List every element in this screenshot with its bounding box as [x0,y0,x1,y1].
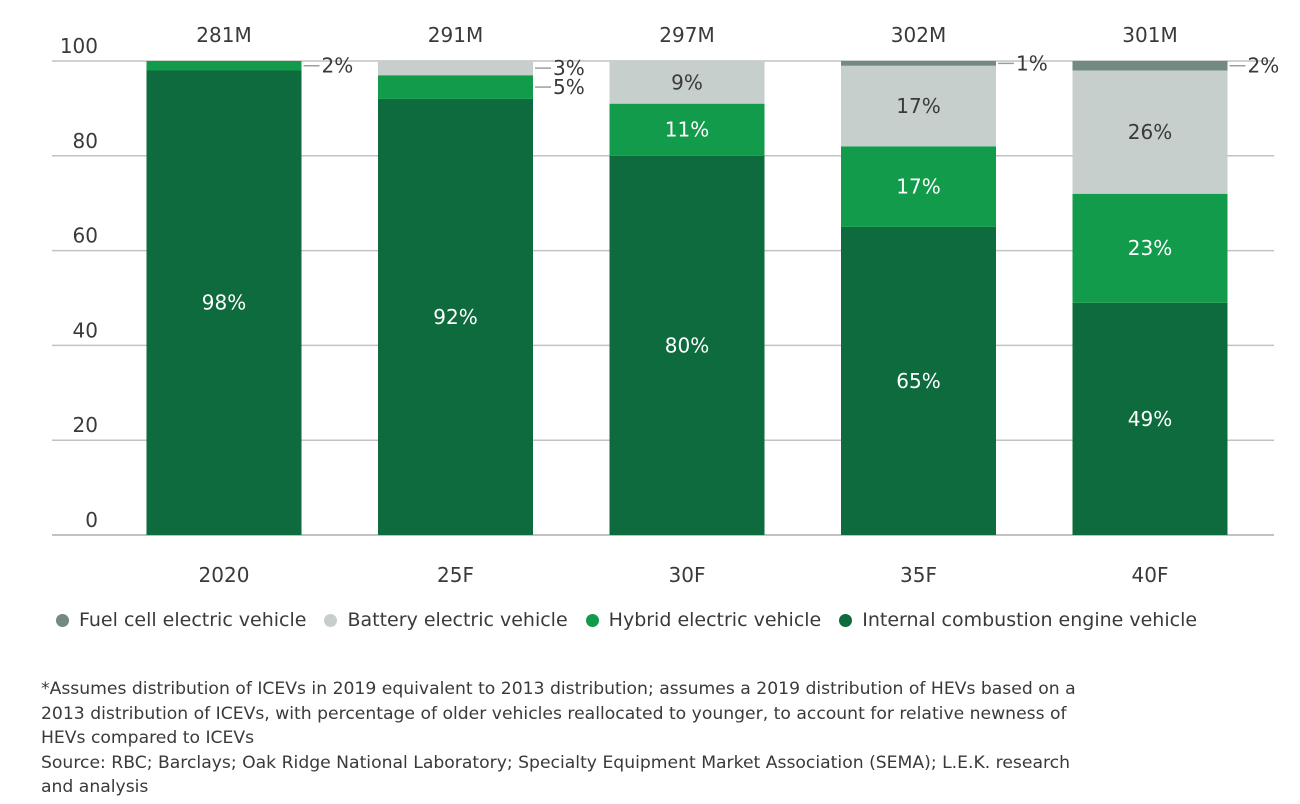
source-line: and analysis [41,777,149,798]
legend-swatch-bev [324,613,338,627]
bar-segment-35F-0 [841,226,996,535]
total-label-30F: 297M [659,23,714,47]
legend-item-hev: Hybrid electric vehicle [585,609,822,631]
data-label-40F-2: 26% [1128,120,1172,144]
y-tick-label-60: 60 [73,224,98,248]
y-tick-label-40: 40 [73,318,98,342]
bar-segment-40F-1 [1072,193,1228,303]
data-label-40F-3: 2% [1248,54,1280,78]
bar-segment-35F-1 [841,146,996,227]
bar-segment-2020-1 [146,61,302,71]
data-label-25F-0: 92% [433,305,477,329]
bar-segment-40F-2 [1072,70,1228,194]
data-label-35F-1: 17% [896,175,940,199]
bar-segment-30F-0 [609,155,765,536]
data-label-40F-1: 23% [1128,236,1172,260]
data-label-35F-3: 1% [1016,51,1048,75]
legend-item-icev: Internal combustion engine vehicle [839,609,1197,631]
legend-swatch-hev [585,613,599,627]
footnote-line: 2013 distribution of ICEVs, with percent… [41,703,1067,724]
data-label-2020-0: 98% [202,291,246,315]
legend-swatch-icev [839,613,853,627]
x-tick-label-30F: 30F [669,563,706,587]
y-tick-label-80: 80 [73,129,98,153]
stacked-bar-chart: 0 20 40 60 80 100 98% 2% 281M 2020 92% 5%3% 291M 25F 8… [52,23,1280,587]
legend-label-icev: Internal combustion engine vehicle [862,609,1198,631]
footnote-line: *Assumes distribution of ICEVs in 2019 e… [41,679,1076,699]
bar-segment-40F-0 [1072,302,1228,535]
data-label-30F-0: 80% [665,333,709,357]
x-tick-label-40F: 40F [1132,563,1169,587]
y-tick-label-20: 20 [73,413,98,437]
footnote: *Assumes distribution of ICEVs in 2019 e… [41,677,1261,800]
legend-label-bev: Battery electric vehicle [347,609,568,631]
data-label-35F-0: 65% [896,369,940,393]
x-tick-label-2020: 2020 [199,563,250,587]
total-label-25F: 291M [428,23,483,47]
x-tick-label-35F: 35F [900,563,937,587]
total-label-40F: 301M [1122,23,1177,47]
bar-segment-25F-1 [378,75,533,99]
data-label-2020-1: 2% [322,54,354,78]
bar-segment-25F-2 [378,61,533,76]
data-label-25F-2: 3% [553,56,585,80]
total-label-2020: 281M [196,23,251,47]
legend-swatch-fcev [56,613,69,627]
bar-segment-2020-0 [146,70,302,535]
bar-segment-40F-3 [1072,61,1228,71]
bar-segment-35F-2 [841,65,996,147]
bar-segment-25F-0 [378,98,533,536]
data-label-40F-0: 49% [1128,407,1172,431]
data-label-30F-1: 11% [665,118,709,142]
source-line: Source: RBC; Barclays; Oak Ridge Nationa… [41,752,1071,773]
x-tick-label-25F: 25F [437,563,474,587]
bar-segment-35F-3 [841,61,996,66]
legend-item-fcev: Fuel cell electric vehicle [56,609,306,631]
bar-segment-30F-1 [609,103,765,156]
data-label-35F-2: 17% [896,94,940,118]
total-label-35F: 302M [891,23,946,47]
y-tick-label-0: 0 [85,508,98,532]
legend-label-fcev: Fuel cell electric vehicle [79,609,307,631]
legend: Fuel cell electric vehicle Battery elect… [56,609,1197,631]
y-tick-label-100: 100 [60,34,98,58]
data-label-30F-2: 9% [671,70,703,94]
legend-item-bev: Battery electric vehicle [324,609,568,631]
bar-segment-30F-2 [609,61,765,104]
footnote-line: HEVs compared to ICEVs [41,728,255,749]
data-label-25F-1: 5% [553,75,585,99]
legend-label-hev: Hybrid electric vehicle [608,609,822,631]
